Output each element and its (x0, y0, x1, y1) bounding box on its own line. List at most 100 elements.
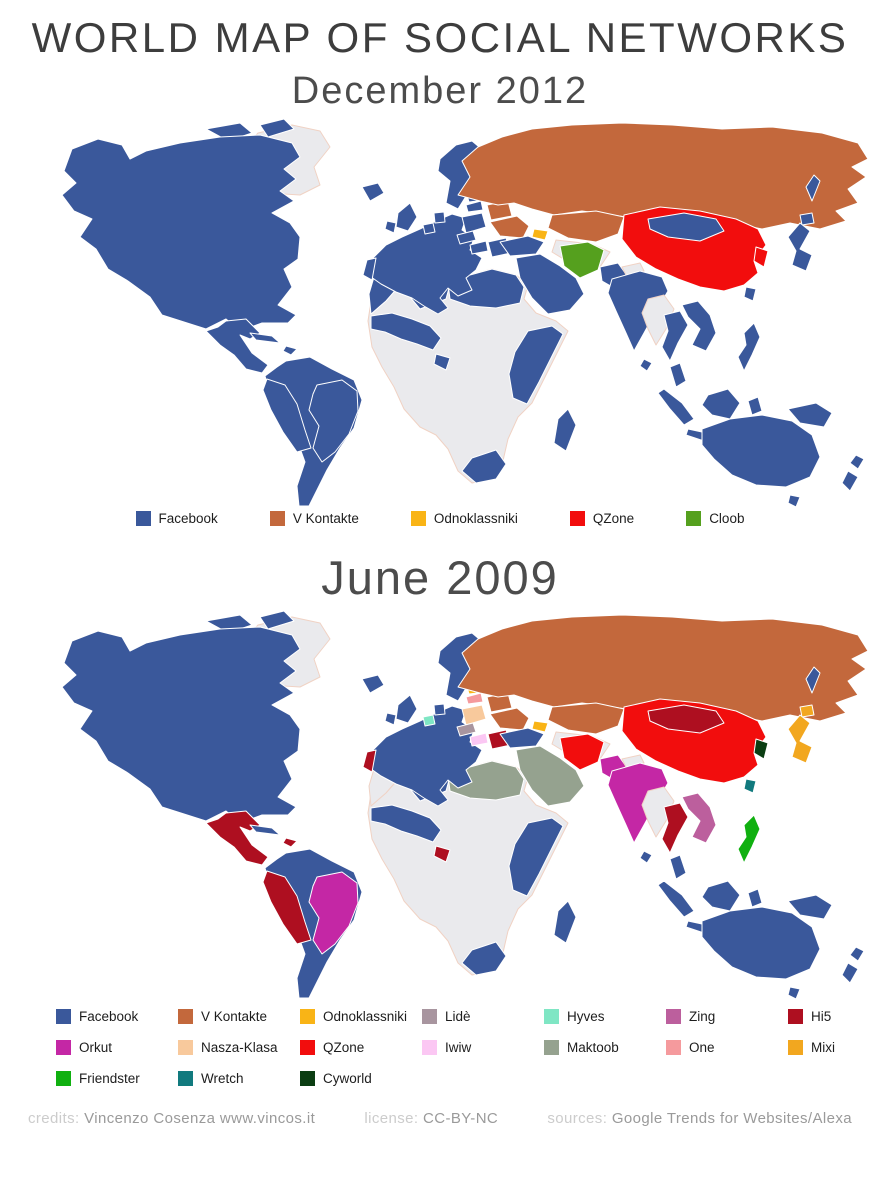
map-region-andes (262, 378, 312, 453)
legend-label-vkontakte: V Kontakte (292, 511, 359, 526)
legend-label-iwiw: Iwiw (445, 1040, 472, 1055)
map-region-uk (395, 202, 418, 232)
legend-item-facebook: Facebook (135, 511, 218, 526)
map-region-middleeast (515, 253, 585, 315)
map-region-uk (395, 694, 418, 724)
map-region-andes (262, 870, 312, 945)
legend-label-zing: Zing (689, 1009, 716, 1024)
map-region-iran (559, 733, 605, 771)
map-region-hispaniola (282, 837, 298, 848)
legend-item-odnoklassniki: Odnoklassniki (410, 511, 518, 526)
map-region-newzealand (841, 962, 859, 984)
page-title: WORLD MAP OF SOCIAL NETWORKS (31, 14, 849, 61)
map-region-caucasus (531, 228, 549, 241)
map-section-june-2009: June 2009 Facebook V Kontakte Odnoklassnik… (0, 550, 880, 1086)
legend-item-zing: Zing (666, 1009, 788, 1024)
map-region-mexico_ca (205, 810, 269, 866)
map-region-hispaniola (282, 345, 298, 356)
map-region-newzealand (841, 470, 859, 492)
map-region-srilanka (639, 850, 653, 864)
legend-label-orkut: Orkut (79, 1040, 113, 1055)
map-region-russia (457, 614, 869, 722)
legend-swatch-facebook (135, 511, 151, 526)
map-region-taiwan (743, 286, 757, 302)
map-region-brazil (308, 871, 359, 955)
map-region-turkey (499, 235, 545, 257)
map-region-philippines (737, 814, 761, 864)
legend-swatch-one (666, 1040, 681, 1055)
map-region-mongolia (647, 212, 725, 242)
map-region-russia (457, 122, 869, 230)
legend-swatch-facebook (56, 1009, 71, 1024)
map-region-lithuania (465, 200, 484, 213)
legend-label-hyves: Hyves (567, 1009, 605, 1024)
legend-swatch-cloob (686, 511, 702, 526)
map-region-portugal (362, 749, 377, 773)
map-region-cameroon (433, 353, 451, 371)
map-region-thailand (661, 802, 689, 854)
legend-item-maktoob: Maktoob (544, 1040, 666, 1055)
map-region-middleeast (515, 745, 585, 807)
map-region-mongolia (647, 704, 725, 734)
map-region-japan (787, 714, 813, 764)
map-region-brazil (308, 379, 359, 463)
map-region-ireland (384, 712, 397, 726)
map-region-kazakhstan (547, 210, 625, 243)
legend-label-one: One (689, 1040, 715, 1055)
world-map-june-2009 (61, 610, 869, 1000)
legend-label-wretch: Wretch (201, 1071, 244, 1086)
map-region-indochina (681, 792, 717, 844)
credits-value: Vincenzo Cosenza www.vincos.it (84, 1110, 316, 1127)
legend-item-wretch: Wretch (178, 1071, 300, 1086)
map-region-arctic2 (259, 118, 295, 138)
legend-swatch-zing (666, 1009, 681, 1024)
legend-label-maktoob: Maktoob (567, 1040, 619, 1055)
legend-item-nasza_klasa: Nasza-Klasa (178, 1040, 300, 1055)
map-region-taiwan (743, 778, 757, 794)
legend-label-nasza_klasa: Nasza-Klasa (201, 1040, 278, 1055)
map-region-india (607, 270, 669, 352)
map-region-cameroon (433, 845, 451, 863)
legend-label-qzone: QZone (592, 511, 635, 526)
sources-value: Google Trends for Websites/Alexa (611, 1110, 852, 1127)
legend-item-orkut: Orkut (56, 1040, 178, 1055)
legend-label-vkontakte: V Kontakte (201, 1009, 268, 1024)
footer-sources: sources: Google Trends for Websites/Alex… (547, 1110, 852, 1127)
legend-label-facebook: Facebook (79, 1009, 139, 1024)
legend-item-hyves: Hyves (544, 1009, 666, 1024)
legend-swatch-vkontakte (178, 1009, 193, 1024)
map-region-arctic2 (259, 610, 295, 630)
legend-swatch-mixi (788, 1040, 803, 1055)
map-subtitle-december-2012: December 2012 (291, 70, 589, 112)
map-region-india (607, 762, 669, 844)
map-region-hungary (469, 240, 489, 255)
footer-credits: credits: Vincenzo Cosenza www.vincos.it (28, 1110, 315, 1127)
map-region-madagascar (553, 900, 577, 944)
legend-item-lide: Lidè (422, 1009, 544, 1024)
map-region-czech (456, 722, 477, 737)
legend-june-2009: Facebook V Kontakte Odnoklassniki Lidè Hyves… (56, 1009, 880, 1086)
map-region-kazakhstan (547, 702, 625, 735)
license-value: CC-BY-NC (423, 1110, 499, 1127)
legend-item-cyworld: Cyworld (300, 1071, 422, 1086)
map-region-madagascar (553, 408, 577, 452)
legend-item-hi5: Hi5 (788, 1009, 880, 1024)
legend-swatch-orkut (56, 1040, 71, 1055)
license-label: license: (364, 1110, 419, 1127)
map-region-poland (461, 704, 487, 726)
map-region-sumatra (657, 388, 695, 426)
map-region-africa_south (461, 941, 507, 976)
legend-swatch-maktoob (544, 1040, 559, 1055)
legend-item-vkontakte: V Kontakte (178, 1009, 300, 1024)
credits-label: credits: (28, 1110, 80, 1127)
map-section-december-2012: December 2012 Facebook V Kontakte Odnoklas… (0, 70, 880, 526)
map-region-australia (701, 906, 821, 980)
map-region-nz_north (849, 454, 865, 470)
map-region-mexico_ca (205, 318, 269, 374)
legend-swatch-vkontakte (269, 511, 285, 526)
legend-item-friendster: Friendster (56, 1071, 178, 1086)
legend-label-hi5: Hi5 (811, 1009, 832, 1024)
legend-label-lide: Lidè (445, 1009, 471, 1024)
map-region-korea (753, 246, 769, 268)
map-region-korea (753, 738, 769, 760)
